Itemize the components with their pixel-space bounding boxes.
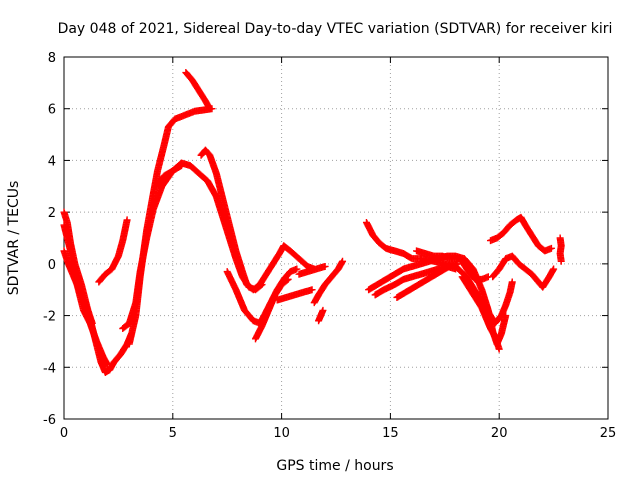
x-axis-label: GPS time / hours [276,458,393,474]
y-tick-label: -6 [43,413,56,428]
series-track-3 [60,247,96,327]
data-point [284,275,292,283]
x-tick-label: 0 [60,426,68,441]
data-point [321,262,329,270]
series-track-12 [273,286,316,304]
data-point [283,276,291,284]
data-point [88,319,96,327]
data-point [508,278,516,286]
data-point [104,361,112,369]
series-track-22 [486,213,555,255]
y-tick-label: 4 [48,154,56,169]
series-track-15 [315,306,327,325]
data-point [495,345,503,353]
data-point [557,257,565,265]
x-tick-label: 15 [382,426,399,441]
series-track-24 [556,234,565,265]
series-track-8 [182,69,214,113]
series-track-6 [125,105,216,348]
series-track-7 [151,162,186,190]
data-point [547,244,555,252]
chart-title: Day 048 of 2021, Sidereal Day-to-day VTE… [58,21,613,37]
series-track-18 [371,262,460,299]
series-track-4 [95,216,131,286]
y-tick-label: -4 [43,361,56,376]
series-track-14 [310,257,347,307]
data-point [502,312,510,320]
x-tick-label: 20 [491,426,508,441]
y-tick-label: 2 [48,206,56,221]
x-tick-label: 25 [600,426,617,441]
series-track-11 [251,275,292,343]
axis-ticks: 0 5 10 15 20 25 -6 -4 -2 0 2 4 6 8 [43,51,616,441]
y-tick-label: -2 [43,310,56,325]
data-point [206,105,214,113]
series-track-20 [413,247,492,283]
series-track-19 [393,260,462,301]
y-tick-label: 6 [48,103,56,118]
y-axis-label: SDTVAR / TECUs [6,181,22,296]
series-track-13 [295,262,329,278]
data-point [550,265,558,273]
data-point [178,162,186,170]
x-tick-label: 10 [273,426,290,441]
data-point [293,265,301,273]
series-track-23 [489,252,558,291]
data-point [319,306,327,314]
series-track-21 [458,273,503,353]
data-point [123,216,131,224]
x-tick-label: 5 [169,426,177,441]
y-tick-label: 0 [48,258,56,273]
data-point [339,257,347,265]
data-point [308,286,316,294]
data-points [60,69,565,376]
y-tick-label: 8 [48,51,56,66]
